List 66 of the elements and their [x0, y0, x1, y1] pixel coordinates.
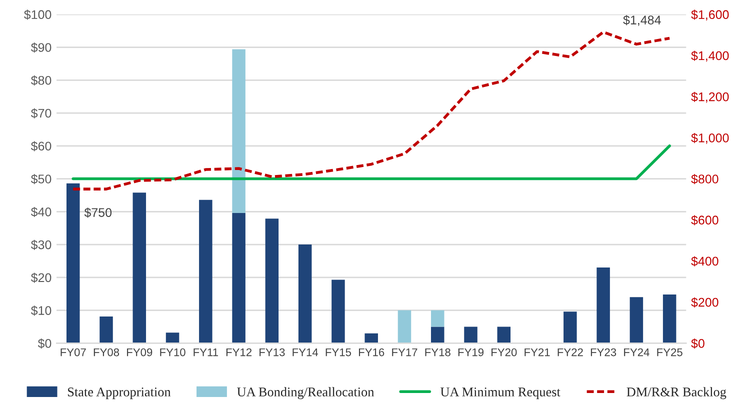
legend-label: DM/R&R Backlog: [626, 387, 726, 400]
y-tick-label: $80: [30, 75, 52, 86]
y-tick-label: $0: [38, 338, 52, 349]
bar: [332, 280, 345, 344]
x-tick-label: FY07: [60, 348, 86, 356]
line-series: [72, 30, 671, 190]
x-tick-label: FY15: [326, 348, 352, 356]
x-tick-label: FY23: [590, 348, 616, 356]
bar: [232, 212, 246, 344]
bar: [66, 183, 80, 344]
x-tick-label: FY21: [524, 348, 550, 356]
y2-tick-label: $1,000: [691, 132, 729, 144]
x-tick-label: FY14: [292, 348, 318, 356]
bar: [265, 218, 279, 344]
y2-tick-label: $400: [691, 256, 718, 266]
bar: [100, 316, 113, 344]
bar: [232, 49, 246, 213]
bar: [364, 333, 378, 344]
bar: [430, 326, 444, 344]
bar: [132, 192, 146, 344]
bar: [298, 244, 312, 344]
y-tick-label: $70: [30, 108, 52, 118]
y-tick-label: $100: [24, 10, 52, 20]
x-tick-label: FY10: [160, 348, 186, 356]
bar: [564, 312, 577, 344]
x-tick-label: FY13: [260, 348, 285, 356]
bar: [497, 326, 511, 344]
bar: [199, 200, 212, 344]
y2-tick-label: $600: [691, 215, 718, 226]
x-tick-label: FY17: [392, 348, 418, 356]
bar: [166, 332, 180, 344]
data-label: $1,484: [623, 15, 661, 26]
x-tick-label: FY18: [425, 348, 450, 356]
x-tick-label: FY25: [657, 348, 682, 356]
x-tick-label: FY20: [492, 348, 517, 356]
bar: [630, 297, 644, 344]
y-tick-label: $90: [30, 42, 52, 53]
legend-label: UA Minimum Request: [440, 388, 560, 400]
x-tick-label: FY19: [458, 348, 484, 356]
y-tick-label: $60: [30, 141, 52, 152]
y-tick-label: $30: [30, 240, 52, 250]
y-tick-label: $10: [30, 306, 52, 316]
x-tick-label: FY16: [358, 348, 384, 356]
y2-tick-label: $800: [691, 174, 718, 184]
y-tick-label: $40: [30, 206, 52, 218]
y-tick-label: $20: [30, 272, 52, 283]
legend-label: UA Bonding/Reallocation: [237, 387, 374, 400]
bar: [596, 268, 610, 344]
y2-tick-label: $1,200: [691, 92, 729, 103]
y2-tick-label: $200: [691, 297, 718, 308]
x-tick-label: FY08: [94, 348, 120, 356]
y2-tick-label: $1,600: [691, 10, 729, 21]
bar: [464, 326, 478, 344]
y-tick-label: $50: [30, 174, 52, 184]
x-tick-label: FY12: [226, 348, 252, 356]
x-tick-label: FY22: [558, 348, 583, 356]
y2-tick-label: $1,400: [691, 50, 729, 62]
x-tick-label: FY09: [127, 348, 152, 356]
legend-label: State Appropriation: [68, 388, 171, 400]
x-tick-label: FY11: [194, 348, 218, 356]
bar: [398, 310, 412, 344]
bar: [430, 310, 444, 327]
bar: [662, 294, 676, 344]
data-label: $750: [84, 208, 112, 218]
y2-tick-label: $0: [691, 338, 704, 349]
x-tick-label: FY24: [624, 348, 650, 356]
